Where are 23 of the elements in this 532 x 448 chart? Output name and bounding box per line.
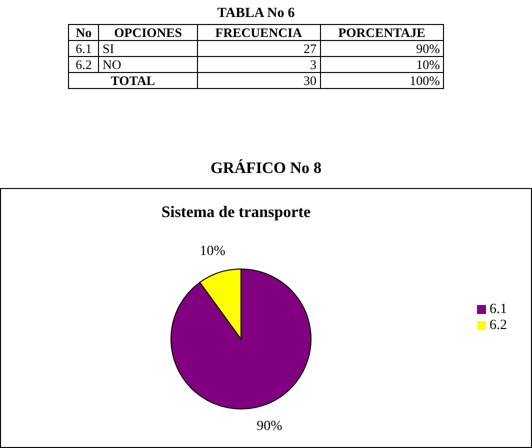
text: No — [68, 24, 99, 40]
text: OPCIONES — [98, 24, 198, 40]
text: 27 — [197, 40, 320, 56]
text: SI — [98, 40, 198, 56]
text: 90% — [320, 40, 444, 56]
pie-slice — [170, 268, 312, 410]
text: TOTAL — [68, 72, 198, 88]
chart-subtitle: Sistema de transporte — [161, 204, 311, 221]
legend-label: 6.1 — [490, 302, 507, 317]
text: FRECUENCIA — [197, 24, 320, 40]
data-label: 10% — [200, 244, 226, 260]
text: PORCENTAJE — [320, 24, 444, 40]
text: 100% — [320, 72, 444, 88]
text: NO — [98, 56, 198, 72]
text: 10% — [320, 56, 444, 72]
chart-title: GRÁFICO No 8 — [209, 160, 323, 178]
data-label: 90% — [256, 418, 283, 434]
text: 6.2 — [68, 56, 99, 72]
text: 3 — [197, 56, 320, 72]
legend-label: 6.2 — [490, 318, 507, 333]
text: TABLA No 6 — [216, 6, 296, 22]
text: 6.1 — [68, 40, 99, 56]
text: 30 — [197, 72, 320, 88]
